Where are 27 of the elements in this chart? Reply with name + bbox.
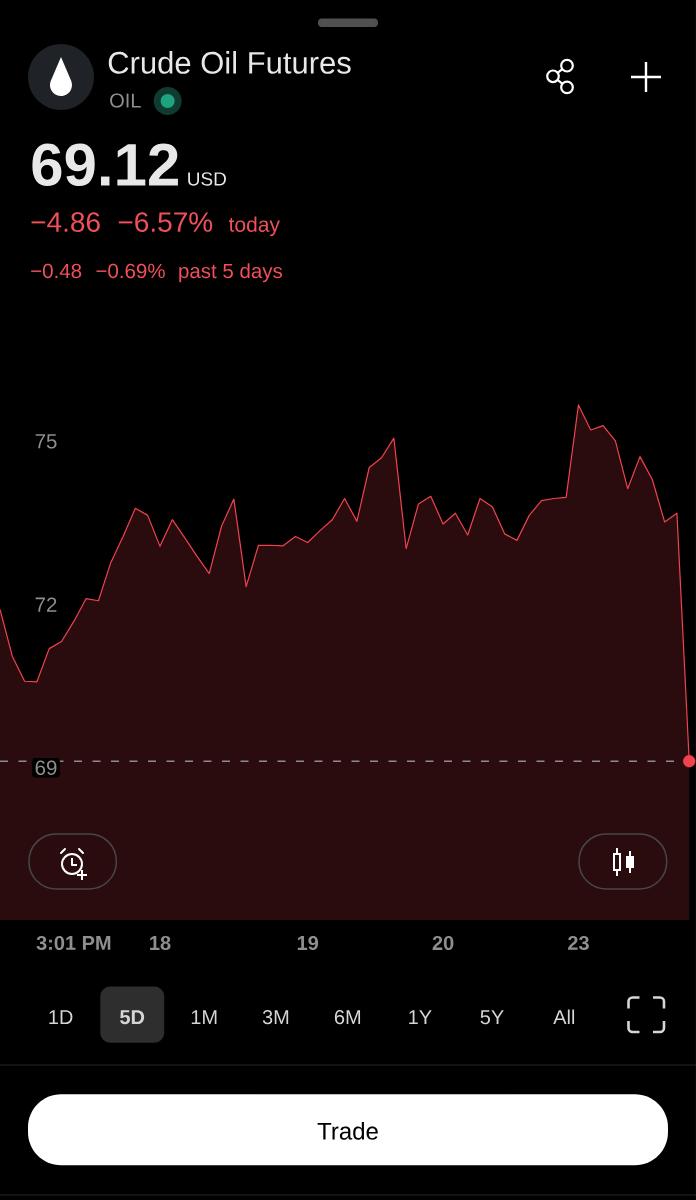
text: All <box>553 1009 575 1024</box>
x-tick-label: 23 <box>568 935 589 951</box>
x-tick-label: 3:01 PM <box>36 935 111 951</box>
text: Trade <box>317 1122 378 1140</box>
y-tick-label: 69 <box>35 760 57 775</box>
text: 6M <box>334 1010 361 1025</box>
text: 69.12 <box>32 143 178 187</box>
x-tick-label: 20 <box>432 935 454 951</box>
text: −0.48 <box>31 263 82 279</box>
text: past 5 days <box>179 263 283 283</box>
text: −4.86 <box>31 212 100 232</box>
text: 5D <box>120 1010 145 1025</box>
text: USD <box>188 172 226 186</box>
x-tick-label: 19 <box>297 935 319 951</box>
y-tick-label: 75 <box>35 434 57 449</box>
chart-title: Crude Oil Futures <box>108 51 351 74</box>
text: −0.69% <box>96 263 165 279</box>
y-tick-label: 72 <box>35 597 57 612</box>
text: 1M <box>191 1010 217 1024</box>
chart-subtitle: OIL <box>110 93 141 108</box>
text: 5Y <box>480 1010 504 1025</box>
text: 1D <box>49 1010 73 1024</box>
text: 1Y <box>409 1010 432 1024</box>
text: 3M <box>262 1010 289 1025</box>
text: today <box>228 216 280 237</box>
text: −6.57% <box>118 212 213 232</box>
x-tick-label: 18 <box>150 935 171 951</box>
